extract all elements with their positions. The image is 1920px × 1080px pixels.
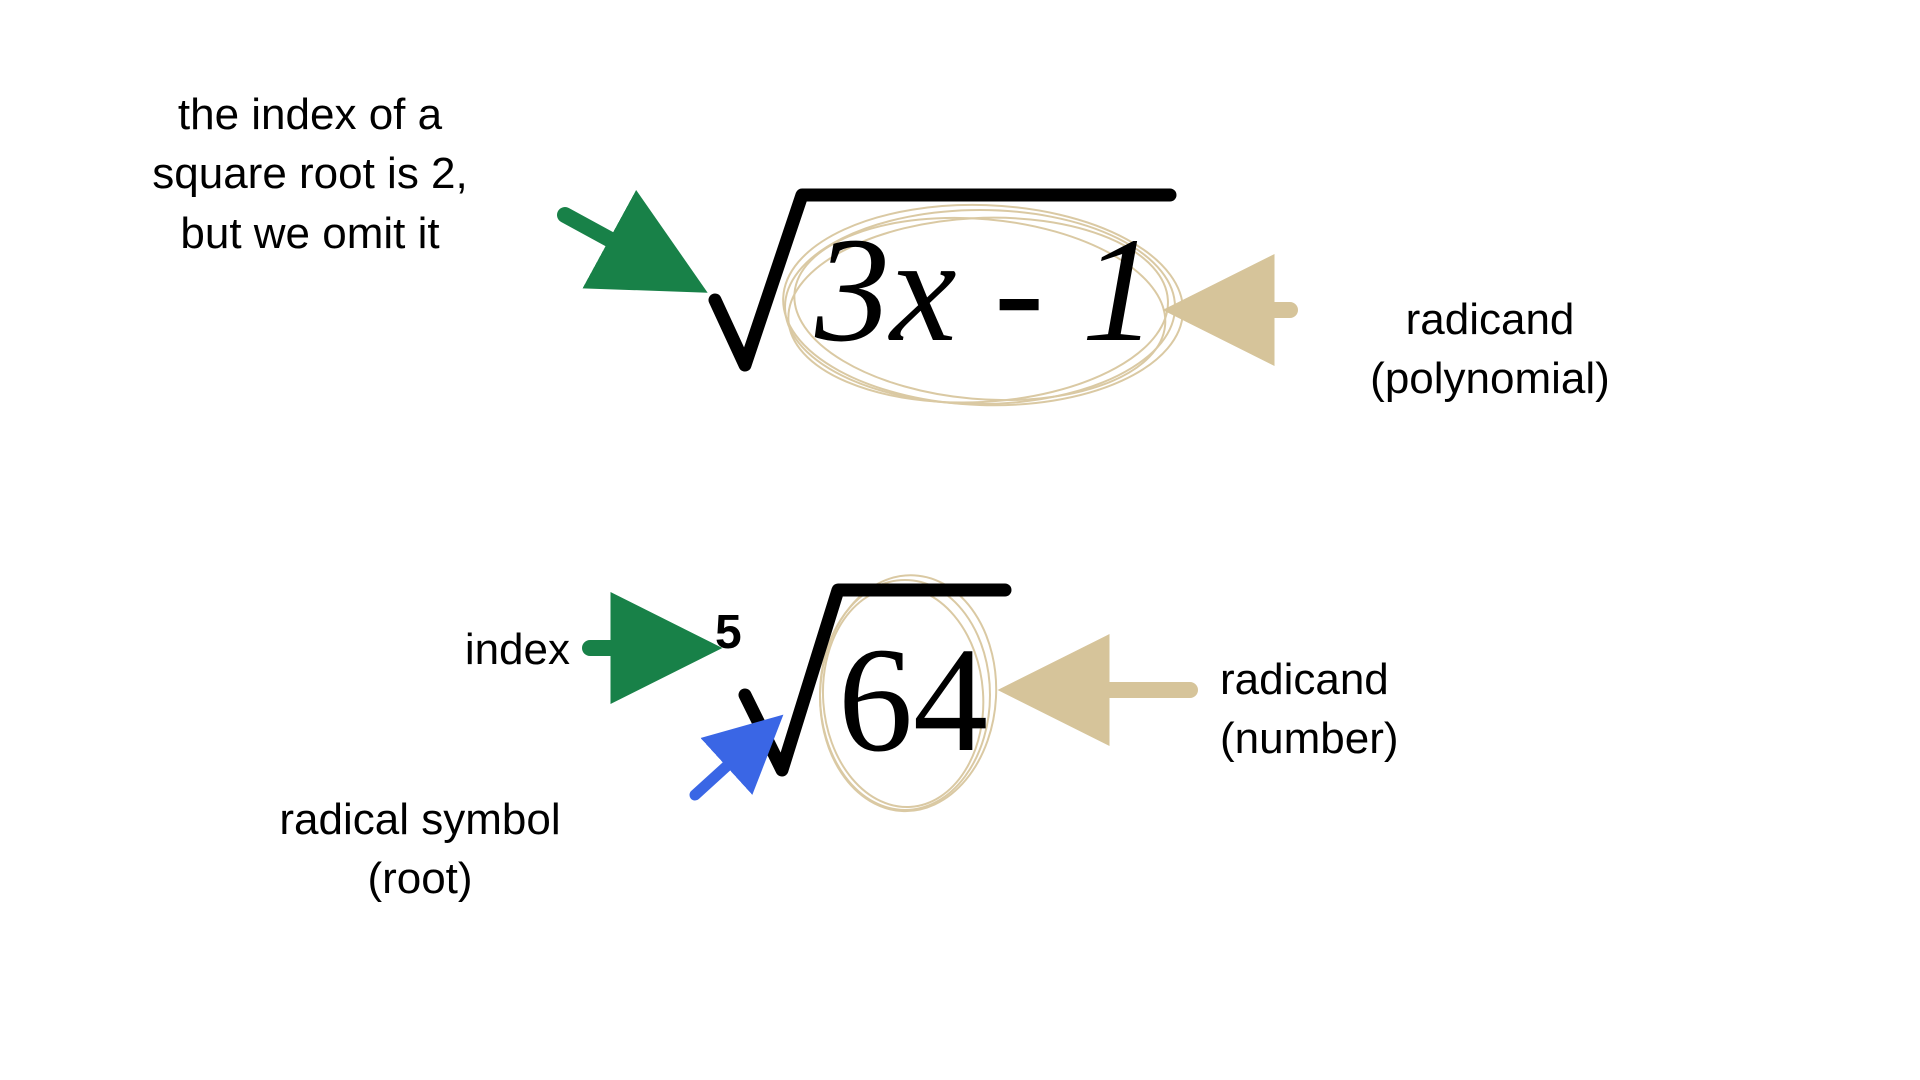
radicand-circle-top (780, 198, 1187, 415)
radicand-text-bottom: 64 (838, 617, 988, 783)
index-label: index (410, 620, 570, 679)
arrow-radical-symbol (695, 725, 772, 795)
diagram-canvas: the index of a square root is 2, but we … (0, 0, 1920, 1080)
index-value: 5 (715, 605, 742, 660)
index-note-label: the index of a square root is 2, but we … (110, 85, 510, 263)
radicand-number-label: radicand (number) (1220, 650, 1480, 769)
radical-sign-top (715, 195, 1170, 365)
radical-symbol-label: radical symbol (root) (210, 790, 630, 909)
radicand-circle-bottom (814, 571, 1002, 816)
radical-sign-bottom (745, 590, 1005, 770)
radicand-text-top: 3x - 1 (814, 207, 1157, 373)
arrow-index-top (565, 215, 688, 282)
radicand-polynomial-label: radicand (polynomial) (1310, 290, 1670, 409)
